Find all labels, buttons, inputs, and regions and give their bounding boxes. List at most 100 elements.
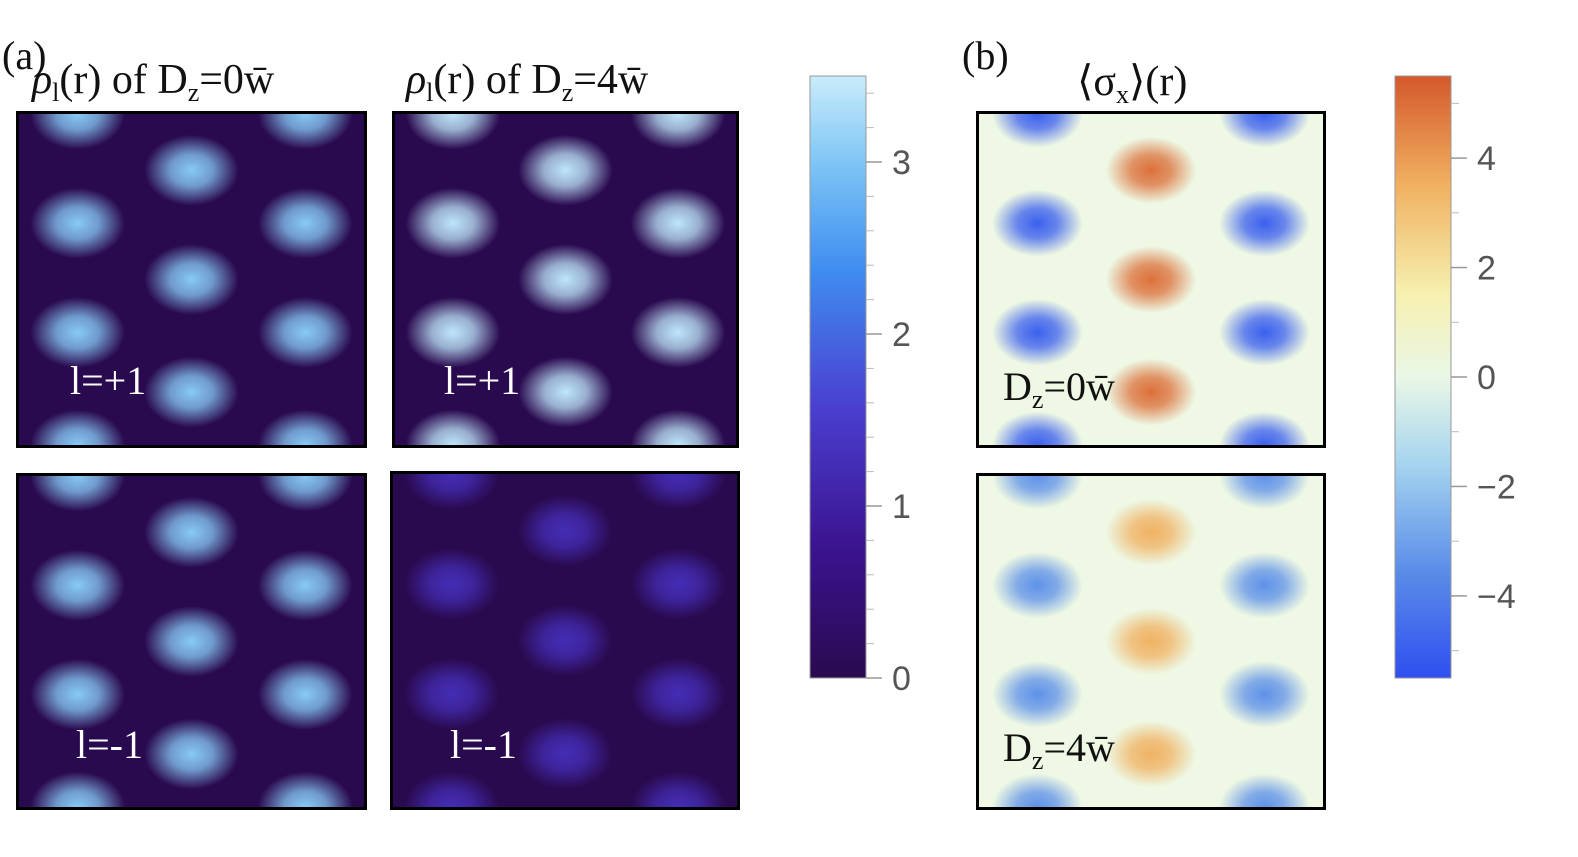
heatmap-a-top-left-svg — [19, 114, 364, 445]
heatmap-spot-a0-0 — [30, 114, 125, 150]
panel-label-a: (a) — [2, 33, 47, 78]
heatmap-spot-a2-4 — [258, 476, 353, 512]
heatmap-spot-b0-6 — [1219, 299, 1310, 366]
heatmap-b-bottom-svg — [979, 476, 1323, 807]
heatmap-spot-a0-10 — [144, 356, 239, 428]
colorbar-a-tick-label: 3 — [892, 144, 911, 182]
heatmap-spot-a0-9 — [144, 244, 239, 315]
title-a-right: ρl(r) of Dz=4w̄ — [406, 57, 649, 107]
label-a-top-right: l=+1 — [444, 358, 521, 403]
heatmap-spot-b0-10 — [1105, 358, 1197, 426]
colorbar-b-tick-label: 2 — [1477, 250, 1496, 288]
heatmap-spot-a0-3 — [30, 409, 125, 445]
heatmap-spot-a1-8 — [518, 134, 613, 206]
heatmap-a-bottom-right-svg — [393, 474, 737, 807]
heatmap-spot-a1-9 — [518, 244, 613, 315]
heatmap-spot-a2-7 — [258, 771, 353, 807]
heatmap-spot-b0-9 — [1105, 246, 1197, 313]
heatmap-spot-b1-9 — [1105, 608, 1197, 675]
colorbar-b-gradient — [1394, 75, 1452, 679]
heatmap-spot-a1-4 — [630, 114, 726, 150]
heatmap-spot-a0-5 — [258, 187, 353, 259]
colorbar-b-svg: −4 −2 0 2 4 — [1394, 75, 1516, 679]
heatmap-spot-a0-1 — [30, 187, 125, 259]
heatmap-spot-a3-7 — [631, 771, 726, 807]
heatmap-spot-a1-10 — [518, 356, 613, 428]
heatmap-spot-b1-8 — [1105, 498, 1197, 566]
heatmap-spot-b0-5 — [1219, 189, 1310, 257]
colorbar-a: 0 1 2 3 — [808, 74, 938, 694]
heatmap-spot-b1-1 — [992, 551, 1083, 619]
heatmap-spot-a2-9 — [144, 606, 239, 677]
heatmap-spot-b0-1 — [992, 189, 1083, 257]
heatmap-spot-b1-3 — [992, 773, 1083, 807]
heatmap-a-top-right-svg — [395, 114, 736, 445]
heatmap-spot-a3-10 — [517, 718, 613, 790]
heatmap-spot-a3-9 — [517, 605, 613, 676]
heatmap-spot-b1-6 — [1219, 661, 1310, 728]
heatmap-a-bottom-left-svg — [19, 476, 364, 807]
heatmap-spot-a3-4 — [631, 474, 726, 510]
colorbar-b-tick-label: −2 — [1477, 468, 1516, 506]
heatmap-spot-a3-0 — [404, 474, 499, 510]
heatmap-spot-a1-1 — [405, 187, 501, 259]
heatmap-a-bottom-right — [390, 471, 740, 810]
heatmap-spot-a2-5 — [258, 549, 353, 621]
heatmap-spot-a0-6 — [258, 297, 353, 368]
heatmap-spot-a1-3 — [405, 409, 501, 445]
heatmap-spot-a1-0 — [405, 114, 501, 150]
panel-label-b: (b) — [962, 33, 1009, 78]
label-a-top-left: l=+1 — [70, 358, 147, 403]
heatmap-spot-b1-5 — [1219, 551, 1310, 619]
colorbar-a-gradient — [809, 75, 867, 679]
heatmap-spot-a0-2 — [30, 297, 125, 368]
heatmap-spot-a2-8 — [144, 496, 239, 568]
colorbar-a-tick-label: 0 — [892, 660, 911, 694]
colorbar-a-ticks: 0 1 2 3 — [866, 92, 911, 694]
heatmap-spot-a0-4 — [258, 114, 353, 150]
heatmap-spot-b0-4 — [1219, 114, 1310, 148]
heatmap-b-top-svg — [979, 114, 1323, 445]
heatmap-spot-a2-1 — [30, 549, 125, 621]
heatmap-b-top — [976, 111, 1326, 448]
heatmap-a-bottom-left — [16, 473, 367, 810]
heatmap-spot-b0-7 — [1219, 411, 1310, 445]
heatmap-b-bottom — [976, 473, 1326, 810]
heatmap-spot-a3-2 — [404, 658, 499, 730]
heatmap-spot-b0-0 — [992, 114, 1083, 148]
colorbar-a-tick-label: 2 — [892, 316, 911, 354]
heatmap-spot-b1-2 — [992, 661, 1083, 728]
heatmap-spot-a1-7 — [630, 409, 726, 445]
heatmap-spot-a2-0 — [30, 476, 125, 512]
heatmap-spot-a3-5 — [631, 548, 726, 620]
heatmap-spot-b1-0 — [992, 476, 1083, 510]
heatmap-spot-b0-8 — [1105, 136, 1197, 204]
label-b-top: Dz=0w̄ — [1003, 364, 1115, 414]
colorbar-a-tick-label: 1 — [892, 488, 911, 526]
heatmap-spot-a3-8 — [517, 495, 613, 566]
heatmap-spot-b0-3 — [992, 411, 1083, 445]
colorbar-b: −4 −2 0 2 4 — [1393, 74, 1543, 694]
colorbar-b-ticks: −4 −2 0 2 4 — [1451, 102, 1516, 652]
heatmap-spot-a2-10 — [144, 718, 239, 790]
colorbar-b-tick-label: −4 — [1477, 578, 1516, 616]
heatmap-spot-b1-10 — [1105, 720, 1197, 788]
heatmap-spot-a1-5 — [630, 187, 726, 259]
heatmap-spot-a1-6 — [630, 297, 726, 368]
heatmap-spot-a2-6 — [258, 659, 353, 730]
label-b-bottom: Dz=4w̄ — [1003, 725, 1115, 775]
heatmap-spot-b1-4 — [1219, 476, 1310, 510]
heatmap-a-top-left — [16, 111, 367, 448]
heatmap-spot-a3-3 — [404, 771, 499, 807]
heatmap-spot-a0-8 — [144, 134, 239, 206]
heatmap-spot-a1-2 — [405, 297, 501, 368]
title-b: ⟨σx⟩(r) — [1077, 59, 1188, 109]
heatmap-spot-b1-7 — [1219, 773, 1310, 807]
label-a-bottom-left: l=-1 — [76, 722, 143, 767]
heatmap-spot-a3-6 — [631, 658, 726, 730]
heatmap-a-top-right — [392, 111, 739, 448]
title-a-left: ρl(r) of Dz=0w̄ — [32, 57, 275, 107]
heatmap-spot-a0-7 — [258, 409, 353, 445]
heatmap-spot-b0-2 — [992, 299, 1083, 366]
label-a-bottom-right: l=-1 — [450, 722, 517, 767]
